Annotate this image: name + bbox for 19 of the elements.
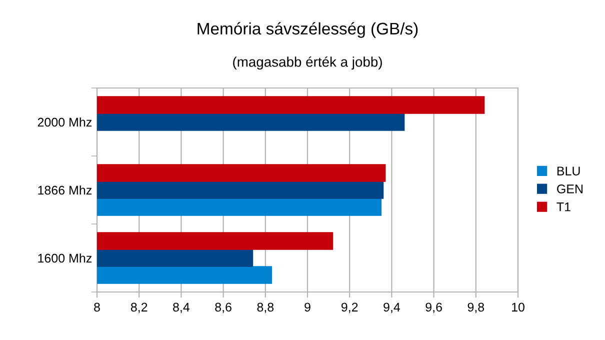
chart-subtitle: (magasabb érték a jobb) [233,56,382,70]
legend-label: T1 [556,202,570,212]
x-tick-label: 8,8 [257,302,274,314]
legend-label: BLU [557,166,580,176]
x-tick-label: 8,4 [173,302,190,314]
chart-title: Memória sávszélesség (GB/s) [198,22,418,38]
y-tick-label: 1600 Mhz [38,253,92,263]
x-tick-label: 8,2 [130,302,148,314]
x-tick-label: 9 [304,302,310,312]
x-tick-label: 10 [512,302,524,312]
x-tick-label: 9,8 [468,302,484,314]
y-tick-label: 2000 Mhz [38,117,92,127]
x-tick-label: 8 [94,302,100,312]
x-tick-label: 9,4 [384,302,400,314]
legend-label: GEN [557,184,582,194]
x-tick-label: 9,6 [426,302,442,314]
x-tick-label: 8,6 [215,302,232,314]
y-tick-label: 1866 Mhz [38,185,92,195]
x-tick-label: 9,2 [342,302,358,314]
